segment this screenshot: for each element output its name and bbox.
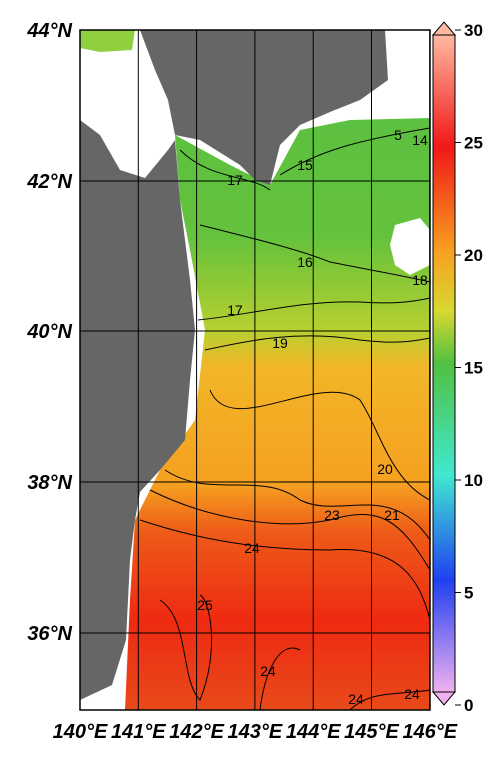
map-area bbox=[79, 29, 431, 711]
lon-label: 146°E bbox=[402, 721, 457, 743]
contour-label: 20 bbox=[377, 461, 393, 477]
lat-label: 38°N bbox=[27, 472, 72, 494]
lon-label: 140°E bbox=[53, 721, 108, 743]
lat-label: 42°N bbox=[26, 171, 72, 193]
no-data-area bbox=[390, 218, 430, 275]
colorbar-label: 30 bbox=[464, 21, 483, 40]
colorbar-label: 10 bbox=[464, 471, 483, 490]
colorbar-min-arrow bbox=[431, 691, 457, 706]
contour-label: 23 bbox=[324, 507, 340, 523]
colorbar-label: 5 bbox=[464, 584, 473, 603]
contour-label: 19 bbox=[272, 335, 288, 351]
contour-label: 24 bbox=[404, 686, 420, 702]
lat-label: 40°N bbox=[26, 321, 72, 343]
contour-label: 16 bbox=[297, 254, 313, 270]
colorbar-label: 0 bbox=[464, 696, 473, 715]
land-hokkaido bbox=[140, 30, 388, 185]
lon-label: 144°E bbox=[286, 721, 341, 743]
map-frame bbox=[79, 29, 431, 711]
lon-label: 145°E bbox=[344, 721, 399, 743]
contour-label: 24 bbox=[260, 663, 276, 679]
contour-label: 21 bbox=[384, 507, 400, 523]
lon-label: 143°E bbox=[228, 721, 283, 743]
lon-label: 141°E bbox=[111, 721, 166, 743]
colorbar-label: 20 bbox=[464, 246, 483, 265]
contour-label: 17 bbox=[227, 172, 243, 188]
labels: 44°N 42°N 40°N 38°N 36°N 140°E 141°E 142°E 143°E… bbox=[26, 20, 483, 743]
temperature-field bbox=[125, 118, 430, 710]
land-honshu bbox=[80, 120, 195, 700]
contour-lines bbox=[139, 127, 431, 711]
colorbar-label: 15 bbox=[464, 359, 483, 378]
contour-label: 25 bbox=[197, 597, 213, 613]
contour-label: 15 bbox=[297, 157, 313, 173]
contour-label: 5 bbox=[394, 127, 402, 143]
colorbar-max-arrow bbox=[431, 21, 457, 36]
contour-label: 14 bbox=[412, 132, 428, 148]
contour-label: 18 bbox=[412, 272, 428, 288]
lat-label: 44°N bbox=[26, 20, 72, 42]
temperature-field-north bbox=[80, 30, 135, 52]
contour-label: 24 bbox=[244, 540, 260, 556]
lat-label: 36°N bbox=[27, 623, 72, 645]
contour-label: 24 bbox=[348, 691, 364, 707]
colorbar-label: 25 bbox=[464, 134, 483, 153]
contour-label: 17 bbox=[227, 302, 243, 318]
lon-label: 142°E bbox=[169, 721, 224, 743]
colorbar bbox=[432, 34, 456, 693]
